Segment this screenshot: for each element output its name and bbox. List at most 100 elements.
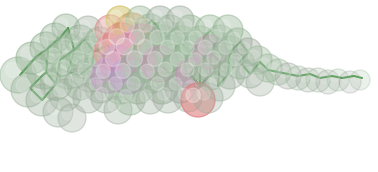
- Circle shape: [126, 6, 154, 34]
- Circle shape: [106, 6, 134, 34]
- Circle shape: [52, 14, 80, 42]
- Circle shape: [109, 29, 125, 45]
- Circle shape: [189, 31, 202, 44]
- Circle shape: [213, 15, 243, 45]
- Circle shape: [115, 85, 145, 115]
- Circle shape: [181, 63, 194, 76]
- Circle shape: [158, 62, 172, 76]
- Circle shape: [109, 77, 122, 90]
- Circle shape: [214, 36, 246, 68]
- Circle shape: [119, 89, 132, 102]
- Circle shape: [150, 30, 164, 44]
- Circle shape: [66, 46, 98, 78]
- Circle shape: [54, 84, 67, 97]
- Circle shape: [240, 64, 252, 76]
- Circle shape: [150, 10, 162, 22]
- Circle shape: [134, 14, 166, 46]
- Circle shape: [310, 72, 320, 82]
- Circle shape: [41, 43, 75, 77]
- Circle shape: [124, 24, 160, 60]
- Circle shape: [16, 78, 30, 92]
- Circle shape: [85, 27, 115, 57]
- Circle shape: [181, 83, 215, 117]
- Circle shape: [175, 15, 205, 45]
- Circle shape: [165, 73, 195, 103]
- Circle shape: [110, 10, 122, 22]
- Circle shape: [40, 68, 72, 100]
- Circle shape: [76, 36, 108, 68]
- Circle shape: [40, 23, 70, 53]
- Circle shape: [64, 68, 96, 100]
- Circle shape: [296, 68, 320, 92]
- Circle shape: [339, 71, 361, 93]
- Circle shape: [70, 30, 82, 42]
- Circle shape: [160, 40, 174, 54]
- Circle shape: [89, 53, 102, 66]
- Circle shape: [108, 100, 120, 112]
- Circle shape: [84, 48, 116, 80]
- Circle shape: [180, 19, 192, 32]
- Circle shape: [32, 60, 46, 74]
- Circle shape: [178, 88, 190, 100]
- Circle shape: [105, 51, 121, 67]
- Circle shape: [56, 60, 70, 74]
- Circle shape: [207, 51, 220, 64]
- Circle shape: [205, 71, 235, 101]
- Circle shape: [169, 78, 182, 90]
- Circle shape: [229, 53, 242, 66]
- Circle shape: [78, 63, 92, 77]
- Circle shape: [0, 57, 36, 93]
- Circle shape: [193, 35, 227, 69]
- Circle shape: [238, 42, 250, 54]
- Circle shape: [145, 25, 179, 59]
- Circle shape: [327, 69, 349, 91]
- Circle shape: [54, 34, 86, 66]
- Circle shape: [254, 54, 282, 82]
- Circle shape: [197, 88, 210, 100]
- Circle shape: [225, 49, 255, 79]
- Circle shape: [140, 64, 154, 78]
- Circle shape: [193, 83, 223, 113]
- Circle shape: [43, 97, 73, 127]
- Circle shape: [170, 52, 184, 66]
- Circle shape: [186, 88, 200, 102]
- Circle shape: [147, 51, 163, 67]
- Circle shape: [155, 35, 189, 69]
- Circle shape: [85, 73, 115, 103]
- Circle shape: [90, 31, 102, 44]
- Circle shape: [269, 63, 280, 74]
- Circle shape: [100, 46, 136, 82]
- Circle shape: [94, 34, 130, 70]
- Circle shape: [132, 34, 168, 70]
- Circle shape: [73, 83, 103, 113]
- Circle shape: [104, 72, 136, 104]
- Circle shape: [115, 13, 149, 47]
- Circle shape: [110, 32, 150, 72]
- Circle shape: [91, 59, 125, 93]
- Circle shape: [228, 32, 240, 44]
- Circle shape: [316, 70, 340, 94]
- Circle shape: [176, 36, 208, 68]
- Circle shape: [217, 19, 230, 32]
- Circle shape: [129, 29, 144, 45]
- Circle shape: [166, 6, 194, 34]
- Circle shape: [330, 72, 339, 82]
- Circle shape: [99, 19, 112, 32]
- Circle shape: [103, 23, 141, 61]
- Circle shape: [45, 28, 57, 40]
- Circle shape: [74, 16, 102, 44]
- Circle shape: [176, 58, 208, 90]
- Circle shape: [139, 19, 152, 32]
- Circle shape: [153, 57, 187, 91]
- Circle shape: [199, 63, 212, 76]
- Circle shape: [286, 66, 310, 90]
- Circle shape: [69, 73, 82, 86]
- Circle shape: [160, 19, 172, 32]
- Circle shape: [120, 18, 135, 32]
- Circle shape: [104, 96, 132, 124]
- Circle shape: [215, 59, 245, 89]
- Circle shape: [219, 41, 232, 54]
- Circle shape: [16, 42, 48, 74]
- Circle shape: [209, 76, 222, 88]
- Circle shape: [45, 73, 58, 86]
